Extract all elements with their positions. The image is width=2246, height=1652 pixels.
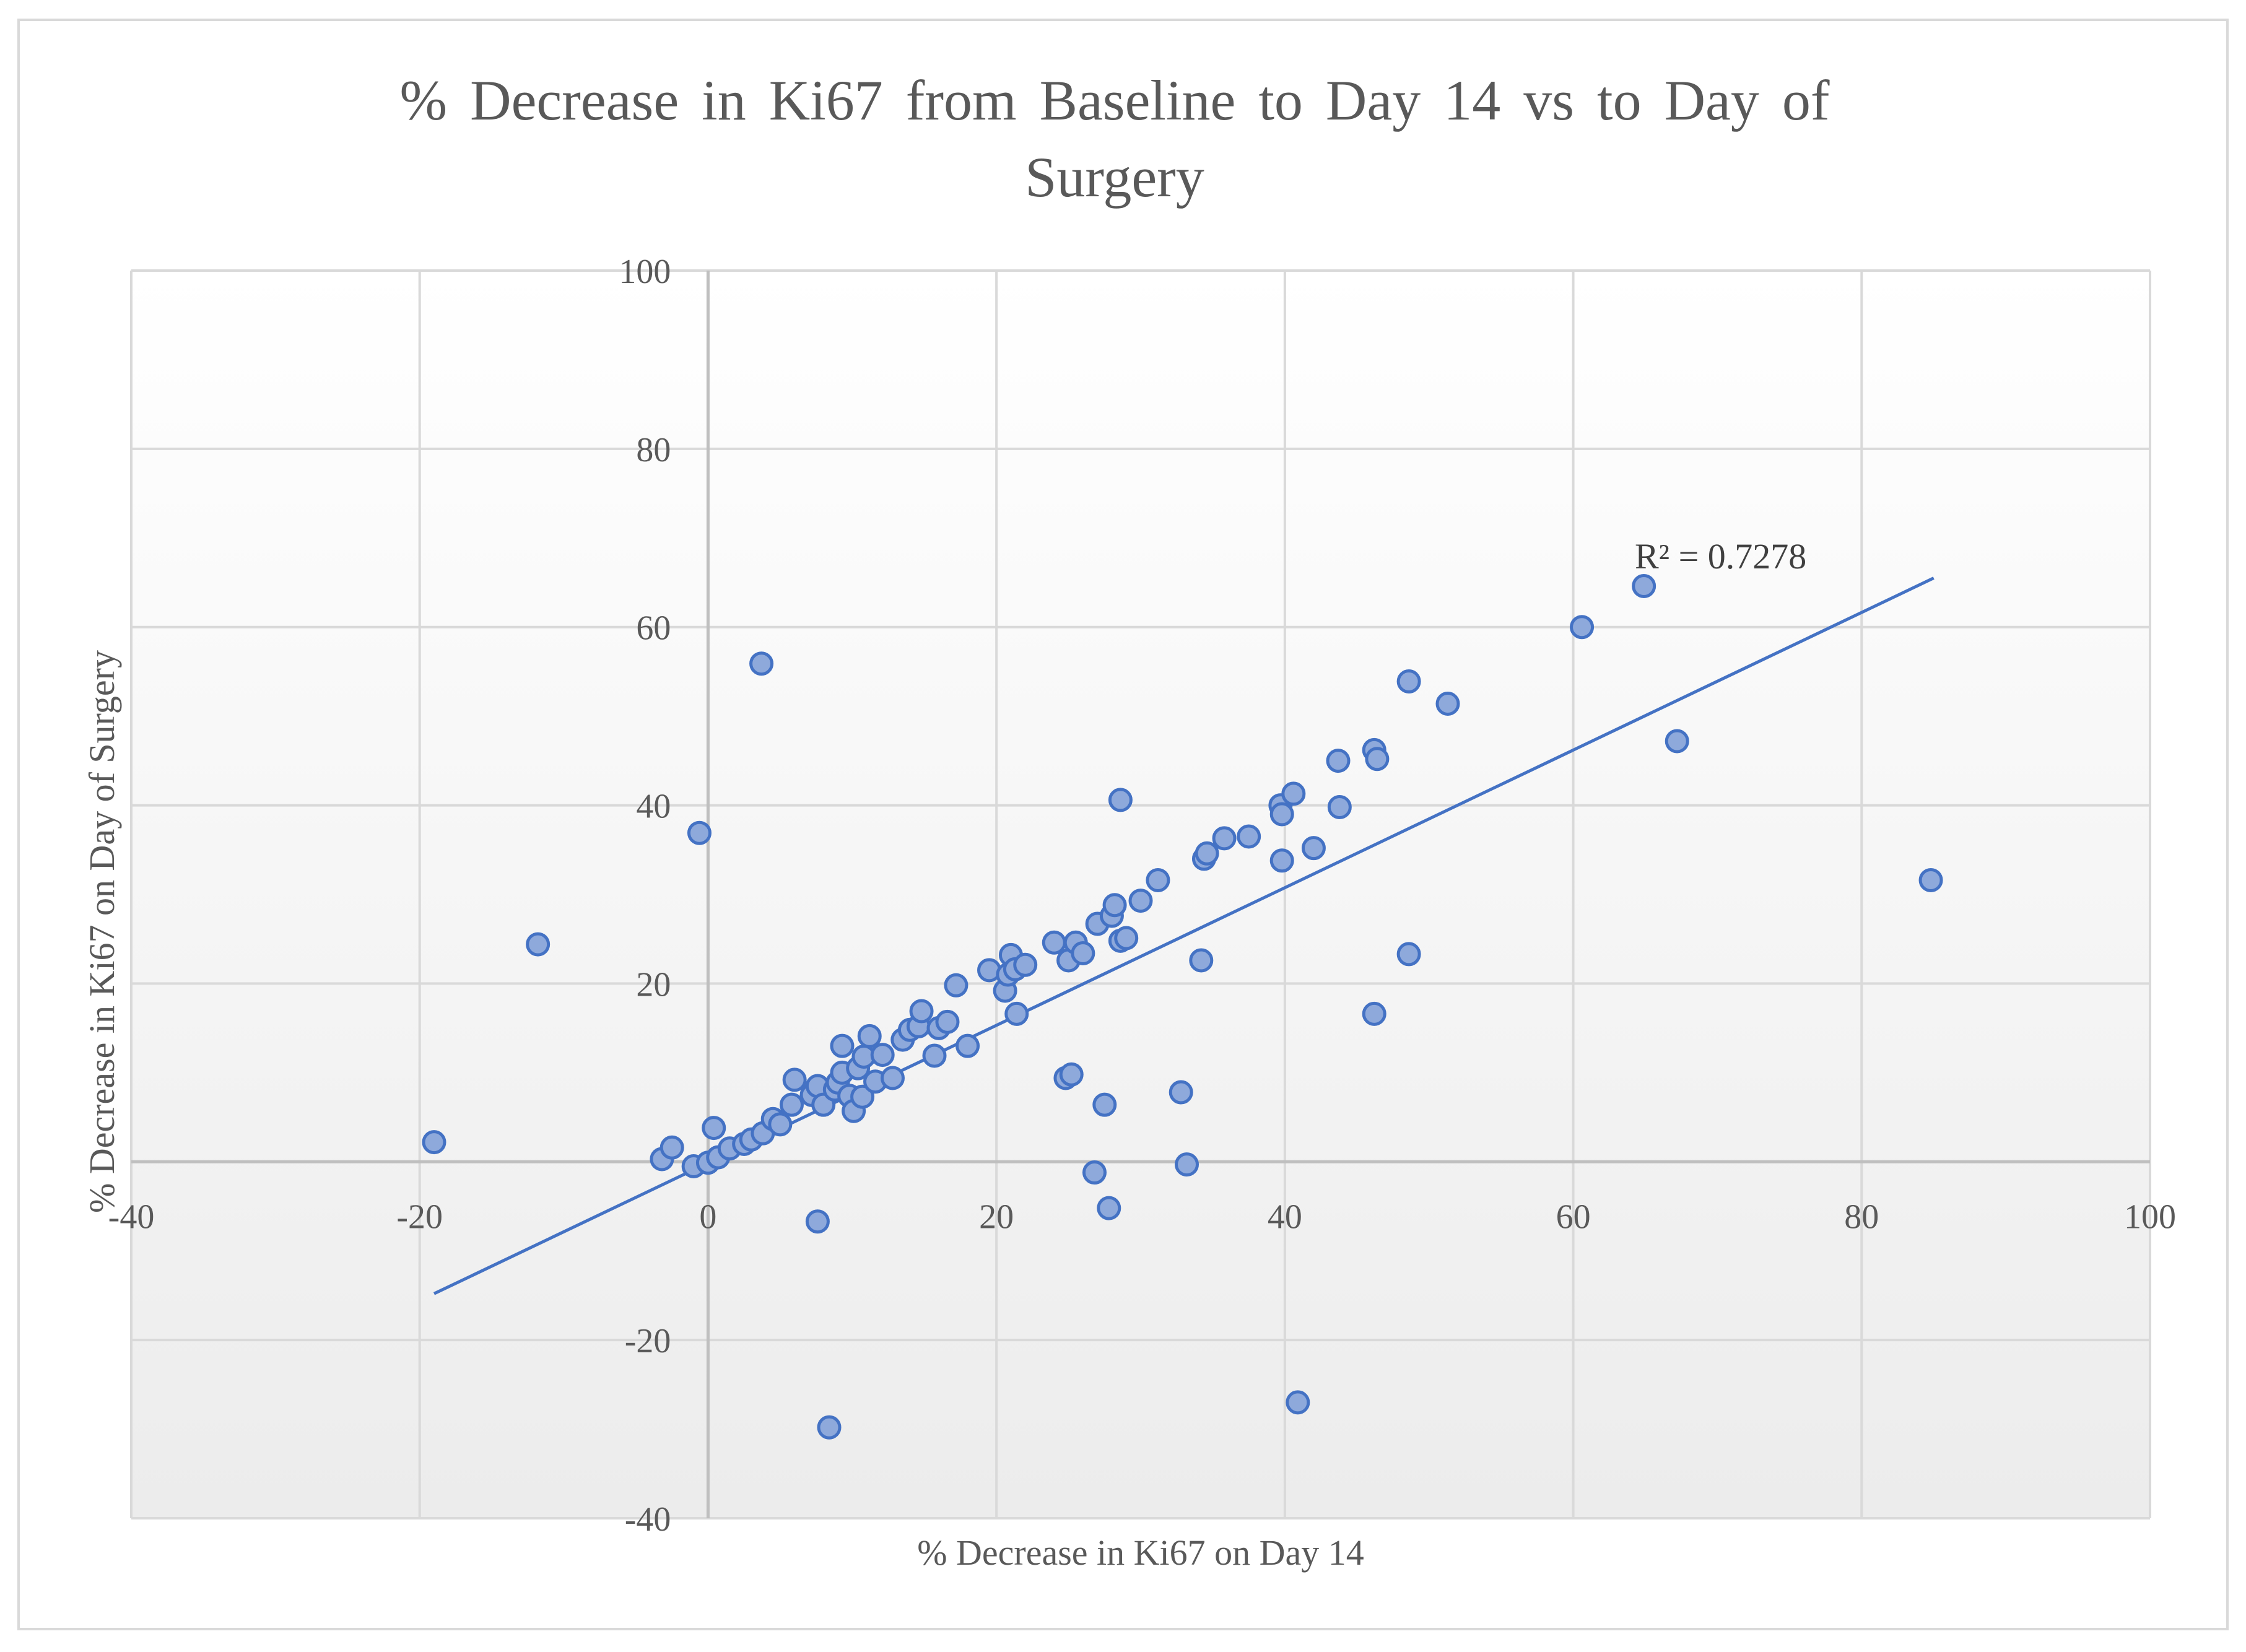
data-point <box>1301 836 1326 861</box>
data-point <box>935 1009 960 1034</box>
data-point <box>768 1112 793 1137</box>
x-tick-label: 0 <box>699 1198 716 1236</box>
data-point <box>702 1116 726 1141</box>
data-point <box>1108 788 1133 812</box>
data-point <box>1146 867 1170 892</box>
data-point <box>1918 867 1943 892</box>
axes <box>131 271 2150 1518</box>
data-point <box>880 1066 905 1090</box>
data-point <box>1435 691 1460 716</box>
data-point <box>779 1092 804 1117</box>
data-point <box>922 1043 947 1068</box>
data-point <box>1665 729 1689 754</box>
tick-labels: -40 -20 0 20 40 60 80 100 -40 -20 20 40 60 80 100 <box>108 253 2176 1539</box>
data-point <box>1059 1062 1084 1087</box>
data-point <box>1237 824 1261 849</box>
data-point <box>1092 1092 1117 1117</box>
x-tick-label: 20 <box>979 1198 1014 1236</box>
y-tick-label: 80 <box>636 431 671 469</box>
data-point <box>1189 948 1214 973</box>
y-tick-label: 20 <box>636 965 671 1004</box>
data-point <box>526 932 551 957</box>
trendline-group <box>433 576 1935 1295</box>
y-tick-label: -20 <box>625 1322 671 1360</box>
r-squared-label: R² = 0.7278 <box>1635 536 1806 576</box>
data-point <box>1281 781 1306 806</box>
data-point <box>1175 1152 1199 1177</box>
data-point <box>850 1084 875 1109</box>
data-point <box>1362 1001 1386 1026</box>
data-point <box>1269 848 1294 873</box>
data-point <box>1004 1001 1029 1026</box>
data-point <box>805 1209 830 1234</box>
data-point <box>1071 941 1095 965</box>
data-point <box>1195 841 1219 866</box>
data-point <box>909 999 934 1024</box>
data-point <box>944 973 968 998</box>
x-axis-title: % Decrease in Ki67 on Day 14 <box>917 1532 1364 1573</box>
trendline <box>433 576 1935 1295</box>
chart-title-line-2: Surgery <box>1025 146 1204 209</box>
x-tick-label: 40 <box>1268 1198 1302 1236</box>
data-point <box>687 820 712 845</box>
data-point <box>1327 794 1352 819</box>
data-point <box>1326 749 1351 773</box>
data-point <box>1396 669 1421 694</box>
data-point <box>1286 1390 1310 1415</box>
data-point <box>870 1043 895 1067</box>
data-point <box>1269 802 1294 827</box>
data-point <box>1013 952 1038 977</box>
data-point <box>1114 926 1139 950</box>
data-point <box>1097 1196 1121 1220</box>
y-tick-label: 40 <box>636 788 671 826</box>
data-point <box>1212 826 1237 851</box>
x-tick-label: -40 <box>108 1198 155 1236</box>
x-tick-label: 100 <box>2124 1198 2176 1236</box>
x-tick-label: -20 <box>396 1198 443 1236</box>
x-tick-label: 60 <box>1556 1198 1591 1236</box>
data-point <box>1128 889 1153 913</box>
data-point <box>857 1024 882 1048</box>
data-point <box>1082 1160 1107 1185</box>
data-point <box>1396 942 1421 967</box>
data-point <box>1102 893 1127 918</box>
y-tick-label: 60 <box>636 609 671 648</box>
y-tick-label: -40 <box>625 1500 671 1539</box>
y-tick-label: 100 <box>619 253 671 291</box>
data-point <box>955 1033 980 1058</box>
data-point <box>1632 574 1656 599</box>
data-point <box>659 1135 684 1160</box>
data-point <box>1169 1080 1193 1105</box>
data-point <box>422 1130 446 1155</box>
x-tick-label: 80 <box>1844 1198 1879 1236</box>
data-point <box>1570 615 1595 640</box>
data-point <box>782 1067 807 1092</box>
data-point <box>830 1033 855 1058</box>
data-point <box>749 651 774 676</box>
data-points <box>422 574 1943 1440</box>
data-point <box>1365 747 1390 772</box>
chart-title-line-1: % Decrease in Ki67 from Baseline to Day … <box>399 69 1830 132</box>
gridlines <box>130 269 2151 1519</box>
chart-title: % Decrease in Ki67 from Baseline to Day … <box>248 62 1982 215</box>
data-point <box>817 1415 842 1440</box>
y-axis-title: % Decrease in Ki67 on Day of Surgery <box>82 650 122 1213</box>
data-point <box>1042 930 1066 955</box>
